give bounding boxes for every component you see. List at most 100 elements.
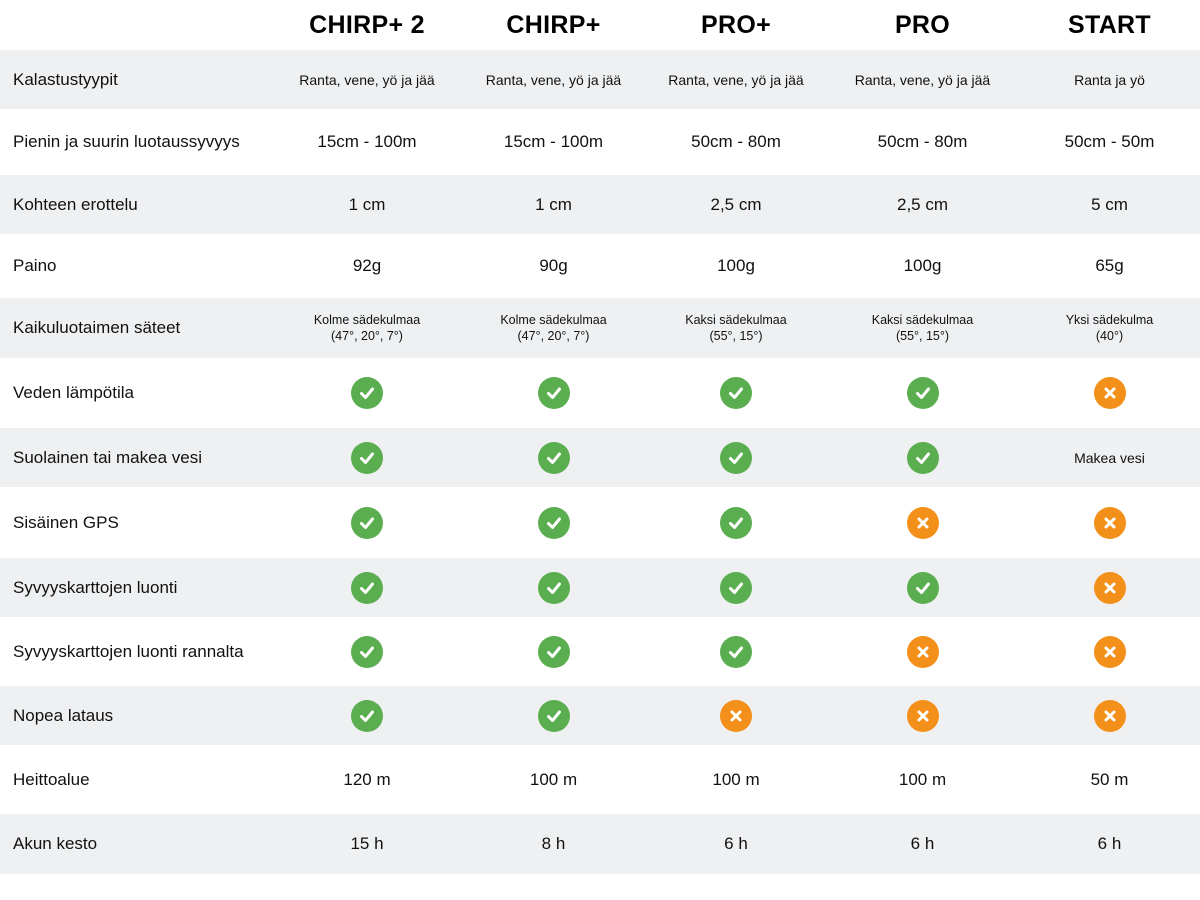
cross-icon <box>906 699 939 732</box>
check-icon <box>537 441 570 474</box>
check-icon <box>720 377 752 409</box>
row-label: Syvyyskarttojen luonti rannalta <box>13 641 244 661</box>
check-icon <box>351 635 383 668</box>
table-cell: 100g <box>717 256 755 275</box>
table-cell <box>826 377 1019 409</box>
table-cell: 50cm - 80m <box>691 132 781 151</box>
row-label: Nopea lataus <box>13 705 114 725</box>
cell-text-line: (47°, 20°, 7°) <box>517 329 590 343</box>
column-header-chirp-plus: CHIRP+ <box>506 10 601 39</box>
table-cell <box>273 699 461 732</box>
check-icon <box>720 506 752 539</box>
table-cell: 1 cm <box>348 194 386 214</box>
table-cell <box>826 635 1019 668</box>
check-icon <box>906 377 939 409</box>
table-cell: Ranta, vene, yö ja jää <box>299 71 435 88</box>
table-body: Kalastustyypit Ranta, vene, yö ja jää Rant… <box>0 50 1200 874</box>
table-cell <box>646 699 826 732</box>
table-cell: Ranta, vene, yö ja jää <box>485 71 622 88</box>
cross-icon <box>1093 635 1126 668</box>
check-icon <box>537 506 570 539</box>
cross-icon <box>1093 506 1126 539</box>
table-cell: 1 cm <box>535 194 572 214</box>
comparison-table: CHIRP+ 2 CHIRP+ PRO+ PRO START Kalastust… <box>0 0 1200 874</box>
table-cell: Kaksi sädekulmaa (55°, 15°) <box>646 312 826 344</box>
table-cell: 65g <box>1095 256 1124 275</box>
check-icon <box>351 699 383 732</box>
check-icon <box>351 506 383 539</box>
table-cell <box>826 441 1019 474</box>
table-cell: 2,5 cm <box>896 194 949 214</box>
cell-text-line: Kaksi sädekulmaa <box>871 313 974 327</box>
check-icon <box>351 377 383 409</box>
cell-text-line: Kolme sädekulmaa <box>313 313 421 327</box>
table-cell <box>273 441 461 474</box>
table-cell <box>646 377 826 409</box>
table-header: CHIRP+ 2 CHIRP+ PRO+ PRO START <box>0 0 1200 50</box>
table-cell: 100 m <box>529 769 578 789</box>
check-icon <box>351 441 383 474</box>
table-cell <box>461 441 646 474</box>
row-label: Kalastustyypit <box>13 69 118 89</box>
check-icon <box>906 571 939 604</box>
table-cell <box>461 635 646 668</box>
row-label: Paino <box>13 256 57 275</box>
table-row: Pienin ja suurin luotaussyvyys 15cm - 100… <box>0 109 1200 175</box>
cell-text-line: Kolme sädekulmaa <box>500 313 607 327</box>
table-cell <box>1019 377 1200 409</box>
table-cell <box>646 635 826 668</box>
table-cell: Kolme sädekulmaa (47°, 20°, 7°) <box>273 312 461 344</box>
table-cell <box>461 377 646 409</box>
cell-text-line: Yksi sädekulma <box>1065 313 1154 327</box>
table-cell <box>1019 571 1200 604</box>
row-label: Pienin ja suurin luotaussyvyys <box>13 132 240 151</box>
cross-icon <box>1093 377 1126 409</box>
table-cell <box>826 571 1019 604</box>
table-row: Syvyyskarttojen luonti rannalta <box>0 617 1200 686</box>
cross-icon <box>1093 699 1126 732</box>
table-cell: Ranta ja yö <box>1074 71 1145 88</box>
table-cell: Kolme sädekulmaa (47°, 20°, 7°) <box>461 312 646 344</box>
table-row: Heittoalue 120 m 100 m 100 m 100 m 50 m <box>0 745 1200 814</box>
table-cell: Makea vesi <box>1074 449 1145 466</box>
table-cell: 50 m <box>1090 769 1129 789</box>
table-cell <box>1019 699 1200 732</box>
table-cell: 50cm - 50m <box>1064 132 1155 151</box>
check-icon <box>351 571 383 604</box>
table-cell <box>826 699 1019 732</box>
table-cell <box>461 571 646 604</box>
cell-text-line: (55°, 15°) <box>709 329 763 343</box>
table-row: Sisäinen GPS <box>0 487 1200 558</box>
table-cell: Kaksi sädekulmaa (55°, 15°) <box>826 312 1019 344</box>
table-row: Kohteen erottelu 1 cm 1 cm 2,5 cm 2,5 cm 5 cm <box>0 175 1200 234</box>
table-cell: 2,5 cm <box>710 194 762 214</box>
row-label: Kaikuluotaimen säteet <box>13 318 181 337</box>
table-cell: 100g <box>903 256 942 275</box>
cross-icon <box>720 699 752 732</box>
table-cell: 6 h <box>724 834 748 853</box>
cross-icon <box>1093 571 1126 604</box>
table-cell <box>273 635 461 668</box>
cross-icon <box>906 506 939 539</box>
table-cell <box>1019 635 1200 668</box>
row-label: Akun kesto <box>13 834 98 853</box>
table-cell: 15cm - 100m <box>503 132 604 151</box>
check-icon <box>720 635 752 668</box>
table-cell <box>461 699 646 732</box>
table-cell <box>646 571 826 604</box>
table-cell: 8 h <box>541 834 566 853</box>
check-icon <box>537 635 570 668</box>
row-label: Kohteen erottelu <box>13 194 138 214</box>
table-cell: 6 h <box>910 834 935 853</box>
column-header-start: START <box>1068 10 1151 39</box>
table-cell: 90g <box>539 256 568 275</box>
table-cell <box>646 506 826 539</box>
check-icon <box>906 441 939 474</box>
cross-icon <box>906 635 939 668</box>
table-cell <box>461 506 646 539</box>
table-cell <box>273 506 461 539</box>
table-cell: 92g <box>352 256 382 275</box>
table-cell: Ranta, vene, yö ja jää <box>668 71 804 88</box>
column-header-pro: PRO <box>894 10 951 39</box>
table-row: Paino 92g 90g 100g 100g 65g <box>0 234 1200 298</box>
